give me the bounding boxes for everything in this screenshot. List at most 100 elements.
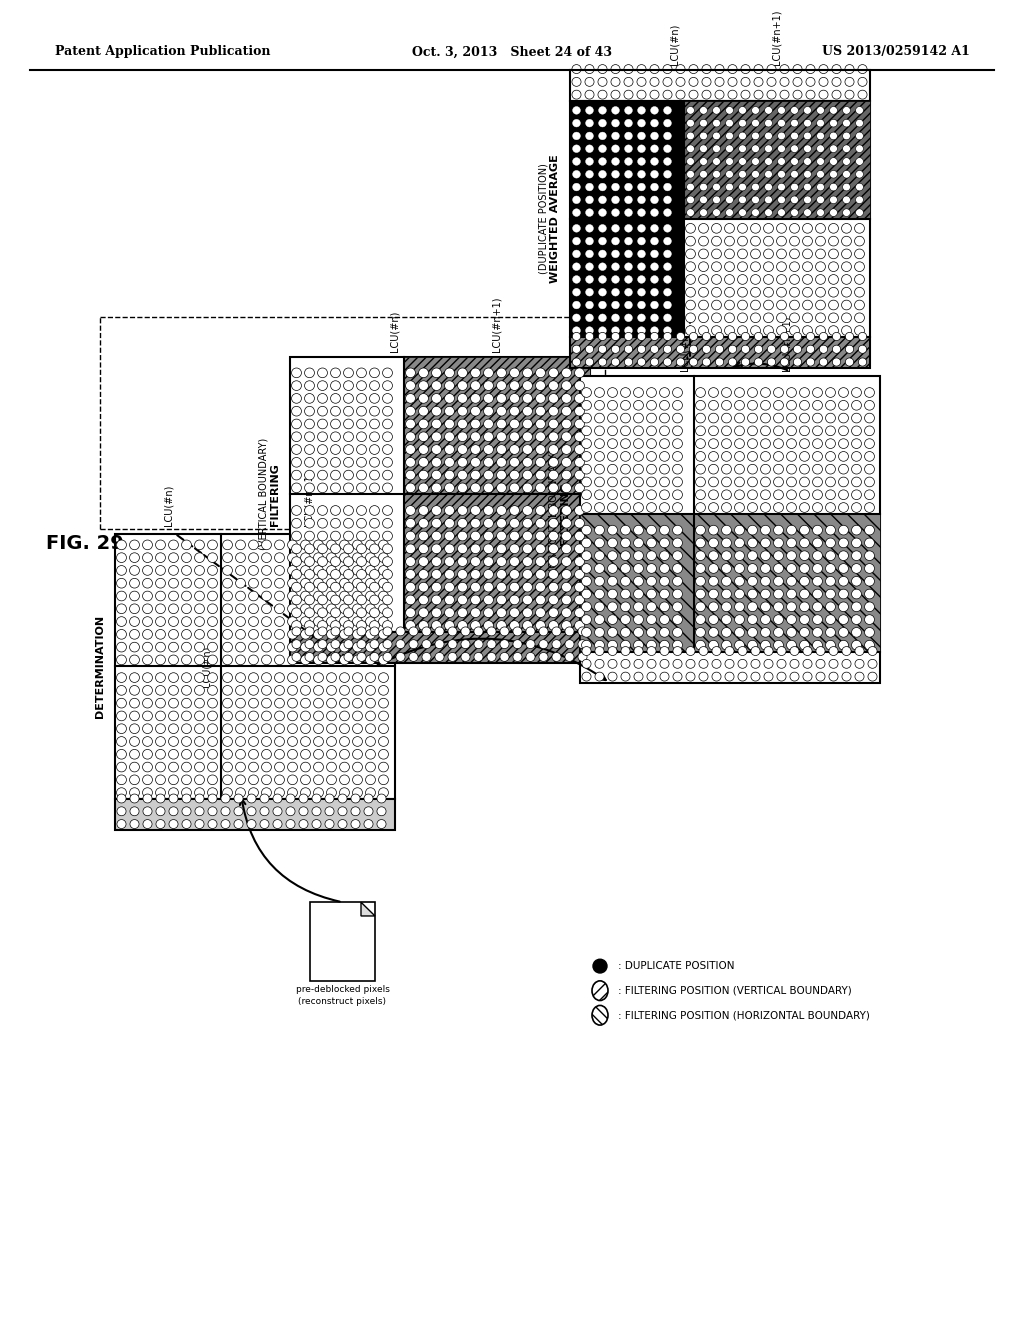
Circle shape [447, 627, 457, 636]
Circle shape [370, 470, 380, 480]
Circle shape [611, 195, 620, 203]
Circle shape [444, 470, 455, 480]
Circle shape [274, 578, 285, 589]
Circle shape [536, 607, 546, 618]
Circle shape [595, 602, 604, 611]
Circle shape [625, 249, 633, 257]
Circle shape [370, 652, 379, 661]
Circle shape [406, 380, 416, 391]
Circle shape [748, 413, 758, 422]
Circle shape [379, 775, 388, 784]
Circle shape [673, 640, 682, 649]
Circle shape [483, 445, 494, 454]
Circle shape [574, 595, 585, 605]
Circle shape [117, 578, 126, 589]
Circle shape [340, 762, 349, 772]
Circle shape [549, 458, 558, 467]
Circle shape [406, 595, 416, 605]
Circle shape [833, 333, 841, 341]
Circle shape [673, 503, 682, 512]
Circle shape [621, 627, 631, 638]
Circle shape [156, 820, 165, 829]
Circle shape [561, 519, 571, 528]
Circle shape [483, 569, 494, 579]
Circle shape [340, 578, 349, 589]
Circle shape [764, 223, 773, 234]
Circle shape [317, 506, 328, 515]
Circle shape [786, 465, 797, 474]
Circle shape [773, 602, 783, 611]
Circle shape [356, 582, 367, 591]
Circle shape [852, 640, 861, 649]
Circle shape [497, 569, 507, 579]
Circle shape [578, 627, 587, 636]
Circle shape [828, 313, 839, 322]
Circle shape [663, 90, 672, 99]
Circle shape [352, 540, 362, 549]
Circle shape [117, 643, 126, 652]
Circle shape [638, 132, 645, 140]
Circle shape [419, 445, 428, 454]
Circle shape [816, 157, 824, 165]
Circle shape [317, 483, 328, 492]
Circle shape [777, 647, 786, 656]
Circle shape [156, 762, 166, 772]
Circle shape [419, 595, 428, 605]
Circle shape [582, 647, 591, 656]
Circle shape [458, 445, 467, 454]
Circle shape [510, 420, 519, 429]
Circle shape [143, 795, 152, 803]
Circle shape [803, 288, 812, 297]
Circle shape [765, 195, 772, 203]
Circle shape [638, 209, 645, 216]
Circle shape [313, 673, 324, 682]
Circle shape [497, 557, 507, 566]
Circle shape [790, 647, 799, 656]
Circle shape [574, 620, 585, 631]
Circle shape [406, 407, 416, 416]
Bar [570, 102, 684, 219]
Circle shape [370, 582, 380, 591]
Circle shape [737, 313, 748, 322]
Circle shape [471, 607, 480, 618]
Circle shape [659, 451, 670, 461]
Circle shape [728, 358, 736, 366]
Circle shape [855, 223, 864, 234]
Circle shape [377, 807, 386, 816]
Circle shape [586, 224, 593, 232]
Circle shape [526, 652, 536, 661]
Circle shape [638, 195, 645, 203]
Circle shape [843, 132, 850, 140]
Circle shape [169, 711, 178, 721]
Circle shape [331, 483, 340, 492]
Circle shape [695, 400, 706, 411]
Circle shape [685, 313, 695, 322]
Circle shape [825, 615, 836, 624]
Circle shape [855, 326, 864, 335]
Circle shape [249, 616, 258, 627]
Circle shape [764, 672, 773, 681]
Circle shape [843, 119, 850, 127]
Circle shape [586, 119, 593, 127]
Circle shape [301, 578, 310, 589]
Circle shape [611, 333, 620, 341]
Circle shape [288, 737, 297, 746]
Circle shape [761, 589, 770, 599]
Circle shape [650, 249, 658, 257]
Bar [684, 102, 870, 219]
Circle shape [786, 589, 797, 599]
Circle shape [261, 578, 271, 589]
Circle shape [813, 627, 822, 638]
Circle shape [301, 762, 310, 772]
Circle shape [607, 490, 617, 499]
Circle shape [471, 368, 480, 378]
Circle shape [522, 407, 532, 416]
Circle shape [595, 627, 604, 638]
Circle shape [471, 557, 480, 566]
Circle shape [650, 358, 658, 366]
Circle shape [249, 655, 258, 665]
Circle shape [650, 238, 658, 246]
Circle shape [458, 519, 467, 528]
Circle shape [786, 615, 797, 624]
Circle shape [803, 647, 812, 656]
